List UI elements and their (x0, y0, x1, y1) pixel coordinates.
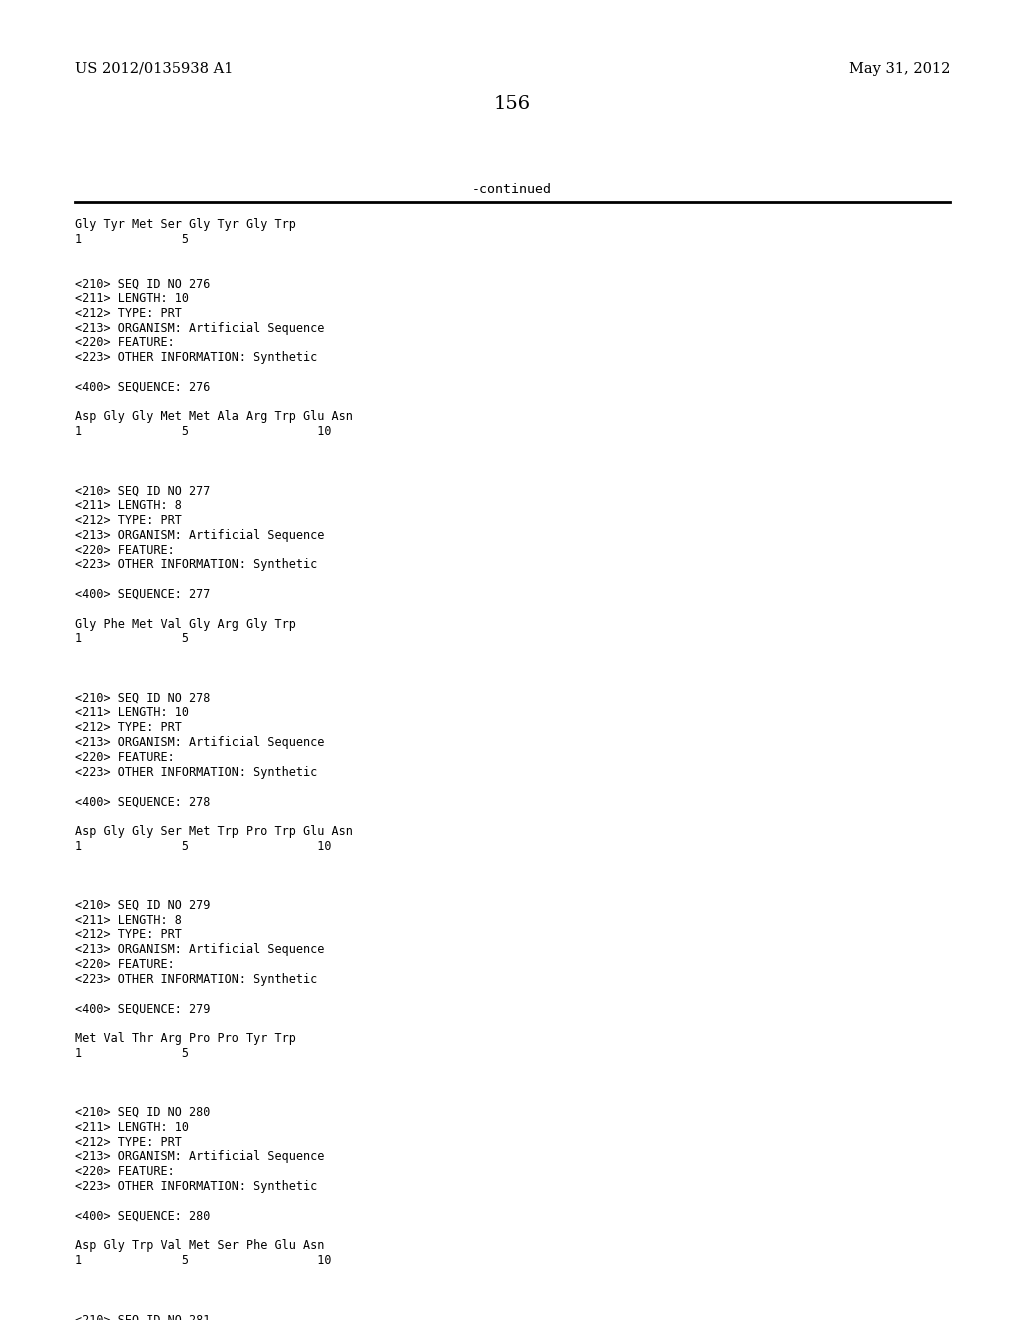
Text: <211> LENGTH: 10: <211> LENGTH: 10 (75, 706, 189, 719)
Text: Asp Gly Trp Val Met Ser Phe Glu Asn: Asp Gly Trp Val Met Ser Phe Glu Asn (75, 1239, 325, 1253)
Text: <223> OTHER INFORMATION: Synthetic: <223> OTHER INFORMATION: Synthetic (75, 1180, 317, 1193)
Text: <220> FEATURE:: <220> FEATURE: (75, 751, 175, 764)
Text: 1              5                  10: 1 5 10 (75, 1254, 332, 1267)
Text: -continued: -continued (472, 183, 552, 195)
Text: <400> SEQUENCE: 277: <400> SEQUENCE: 277 (75, 587, 210, 601)
Text: US 2012/0135938 A1: US 2012/0135938 A1 (75, 62, 233, 77)
Text: 1              5                  10: 1 5 10 (75, 840, 332, 853)
Text: <212> TYPE: PRT: <212> TYPE: PRT (75, 1135, 182, 1148)
Text: 1              5: 1 5 (75, 1047, 189, 1060)
Text: <223> OTHER INFORMATION: Synthetic: <223> OTHER INFORMATION: Synthetic (75, 558, 317, 572)
Text: 156: 156 (494, 95, 530, 114)
Text: Gly Phe Met Val Gly Arg Gly Trp: Gly Phe Met Val Gly Arg Gly Trp (75, 618, 296, 631)
Text: <213> ORGANISM: Artificial Sequence: <213> ORGANISM: Artificial Sequence (75, 737, 325, 748)
Text: 1              5: 1 5 (75, 632, 189, 645)
Text: <223> OTHER INFORMATION: Synthetic: <223> OTHER INFORMATION: Synthetic (75, 766, 317, 779)
Text: <211> LENGTH: 8: <211> LENGTH: 8 (75, 913, 182, 927)
Text: <212> TYPE: PRT: <212> TYPE: PRT (75, 928, 182, 941)
Text: <213> ORGANISM: Artificial Sequence: <213> ORGANISM: Artificial Sequence (75, 1151, 325, 1163)
Text: <211> LENGTH: 10: <211> LENGTH: 10 (75, 1121, 189, 1134)
Text: <210> SEQ ID NO 279: <210> SEQ ID NO 279 (75, 899, 210, 912)
Text: <220> FEATURE:: <220> FEATURE: (75, 1166, 175, 1179)
Text: <220> FEATURE:: <220> FEATURE: (75, 544, 175, 557)
Text: <223> OTHER INFORMATION: Synthetic: <223> OTHER INFORMATION: Synthetic (75, 973, 317, 986)
Text: <400> SEQUENCE: 280: <400> SEQUENCE: 280 (75, 1209, 210, 1222)
Text: <210> SEQ ID NO 276: <210> SEQ ID NO 276 (75, 277, 210, 290)
Text: <210> SEQ ID NO 278: <210> SEQ ID NO 278 (75, 692, 210, 705)
Text: <210> SEQ ID NO 277: <210> SEQ ID NO 277 (75, 484, 210, 498)
Text: <212> TYPE: PRT: <212> TYPE: PRT (75, 513, 182, 527)
Text: <220> FEATURE:: <220> FEATURE: (75, 958, 175, 972)
Text: <223> OTHER INFORMATION: Synthetic: <223> OTHER INFORMATION: Synthetic (75, 351, 317, 364)
Text: <210> SEQ ID NO 281: <210> SEQ ID NO 281 (75, 1313, 210, 1320)
Text: <211> LENGTH: 8: <211> LENGTH: 8 (75, 499, 182, 512)
Text: <400> SEQUENCE: 276: <400> SEQUENCE: 276 (75, 380, 210, 393)
Text: <212> TYPE: PRT: <212> TYPE: PRT (75, 721, 182, 734)
Text: <211> LENGTH: 10: <211> LENGTH: 10 (75, 292, 189, 305)
Text: Met Val Thr Arg Pro Pro Tyr Trp: Met Val Thr Arg Pro Pro Tyr Trp (75, 1032, 296, 1045)
Text: <213> ORGANISM: Artificial Sequence: <213> ORGANISM: Artificial Sequence (75, 322, 325, 334)
Text: <213> ORGANISM: Artificial Sequence: <213> ORGANISM: Artificial Sequence (75, 529, 325, 541)
Text: 1              5: 1 5 (75, 232, 189, 246)
Text: <400> SEQUENCE: 278: <400> SEQUENCE: 278 (75, 795, 210, 808)
Text: <220> FEATURE:: <220> FEATURE: (75, 337, 175, 350)
Text: <213> ORGANISM: Artificial Sequence: <213> ORGANISM: Artificial Sequence (75, 944, 325, 956)
Text: May 31, 2012: May 31, 2012 (849, 62, 950, 77)
Text: <210> SEQ ID NO 280: <210> SEQ ID NO 280 (75, 1106, 210, 1119)
Text: <212> TYPE: PRT: <212> TYPE: PRT (75, 306, 182, 319)
Text: 1              5                  10: 1 5 10 (75, 425, 332, 438)
Text: Asp Gly Gly Met Met Ala Arg Trp Glu Asn: Asp Gly Gly Met Met Ala Arg Trp Glu Asn (75, 411, 353, 424)
Text: Gly Tyr Met Ser Gly Tyr Gly Trp: Gly Tyr Met Ser Gly Tyr Gly Trp (75, 218, 296, 231)
Text: Asp Gly Gly Ser Met Trp Pro Trp Glu Asn: Asp Gly Gly Ser Met Trp Pro Trp Glu Asn (75, 825, 353, 838)
Text: <400> SEQUENCE: 279: <400> SEQUENCE: 279 (75, 1002, 210, 1015)
